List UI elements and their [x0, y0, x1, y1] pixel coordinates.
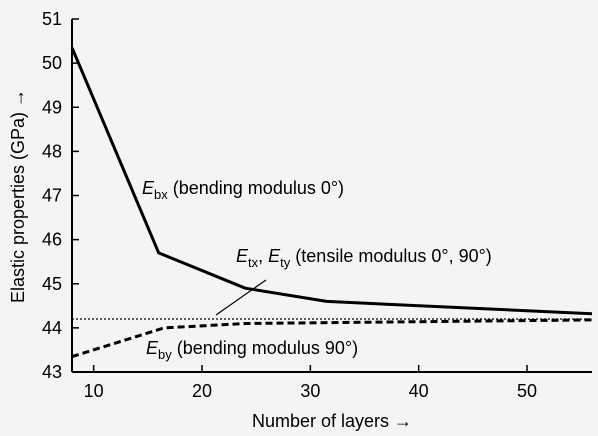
x-tick-label: 10	[84, 381, 104, 401]
annotation-eby: Eby (bending modulus 90°)	[146, 338, 358, 362]
y-tick-label: 43	[42, 362, 62, 382]
plot-area: 43 44 45 46 47 48 49 50 51 10 20 30 40 50	[42, 9, 593, 401]
series-line-ebx	[70, 47, 593, 316]
x-tick-label: 30	[300, 381, 320, 401]
y-tick-label: 48	[42, 141, 62, 161]
y-tick-label: 50	[42, 53, 62, 73]
annotation-ebx: Ebx (bending modulus 0°)	[142, 178, 344, 202]
y-tick-label: 46	[42, 230, 62, 250]
x-tick-label: 50	[517, 381, 537, 401]
x-axis-title: Number of layers →	[252, 411, 412, 431]
y-axis-title: Elastic properties (GPa) →	[8, 89, 28, 303]
tensile-annotation-leader	[215, 279, 267, 316]
series-line-eby	[71, 318, 593, 359]
y-tick-label: 47	[42, 186, 62, 206]
y-tick-label: 49	[42, 97, 62, 117]
annotation-etx-ety: Etx, Ety (tensile modulus 0°, 90°)	[236, 246, 492, 270]
x-tick-label: 40	[409, 381, 429, 401]
x-tick-label: 20	[192, 381, 212, 401]
y-tick-label: 51	[42, 9, 62, 29]
y-tick-label: 45	[42, 274, 62, 294]
y-tick-label: 44	[42, 318, 62, 338]
